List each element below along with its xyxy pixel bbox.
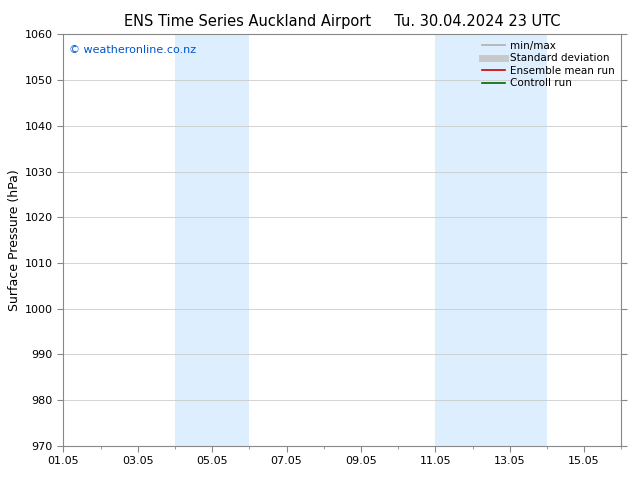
Title: ENS Time Series Auckland Airport     Tu. 30.04.2024 23 UTC: ENS Time Series Auckland Airport Tu. 30.… (124, 14, 560, 29)
Legend: min/max, Standard deviation, Ensemble mean run, Controll run: min/max, Standard deviation, Ensemble me… (478, 36, 619, 93)
Y-axis label: Surface Pressure (hPa): Surface Pressure (hPa) (8, 169, 21, 311)
Bar (436, 34, 547, 446)
Text: © weatheronline.co.nz: © weatheronline.co.nz (69, 45, 196, 54)
Bar (175, 34, 249, 446)
